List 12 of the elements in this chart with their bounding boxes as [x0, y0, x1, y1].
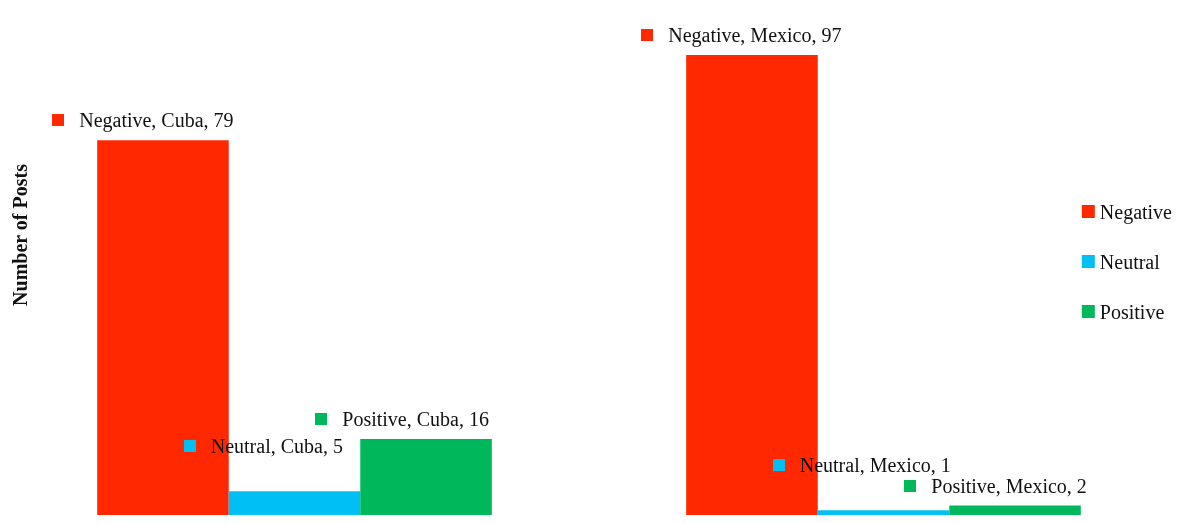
data-label: Positive, Cuba, 16 — [342, 408, 489, 431]
data-label: Positive, Mexico, 2 — [931, 474, 1087, 497]
bar — [949, 505, 1081, 515]
legend-label: Positive — [1099, 300, 1165, 323]
legend-label: Neutral — [1099, 250, 1161, 273]
legend-label: Negative — [1099, 200, 1173, 224]
data-label: Negative, Cuba, 79 — [79, 109, 234, 133]
y-axis-title: Number of Posts — [9, 163, 31, 306]
bar — [228, 491, 361, 515]
bar — [817, 510, 950, 515]
data-label: Negative, Mexico, 97 — [668, 24, 842, 47]
bar — [360, 439, 492, 515]
